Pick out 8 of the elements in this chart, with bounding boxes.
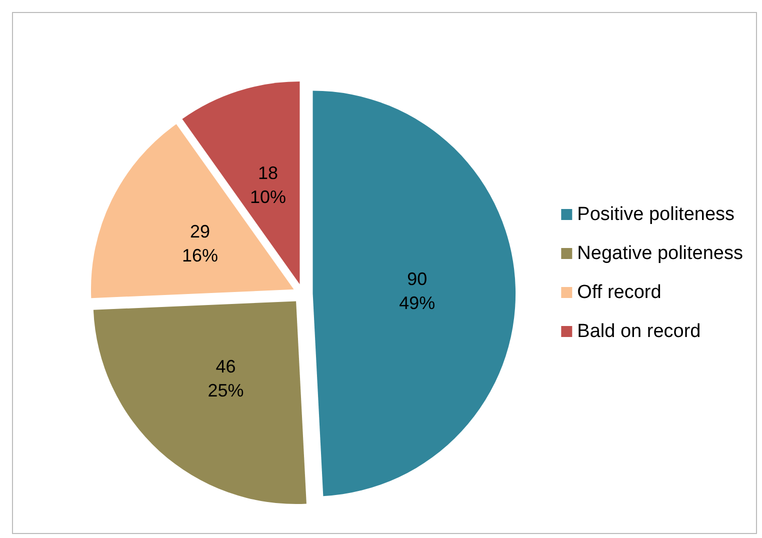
legend-label: Negative politeness (577, 243, 744, 264)
data-label: 29 16% (182, 222, 218, 266)
legend-label: Bald on record (577, 321, 701, 342)
data-label: 46 25% (208, 356, 244, 400)
legend-label: Off record (577, 282, 662, 303)
data-label: 90 49% (399, 268, 436, 313)
data-label: 18 10% (250, 162, 286, 207)
legend-label: Positive politeness (577, 204, 735, 225)
